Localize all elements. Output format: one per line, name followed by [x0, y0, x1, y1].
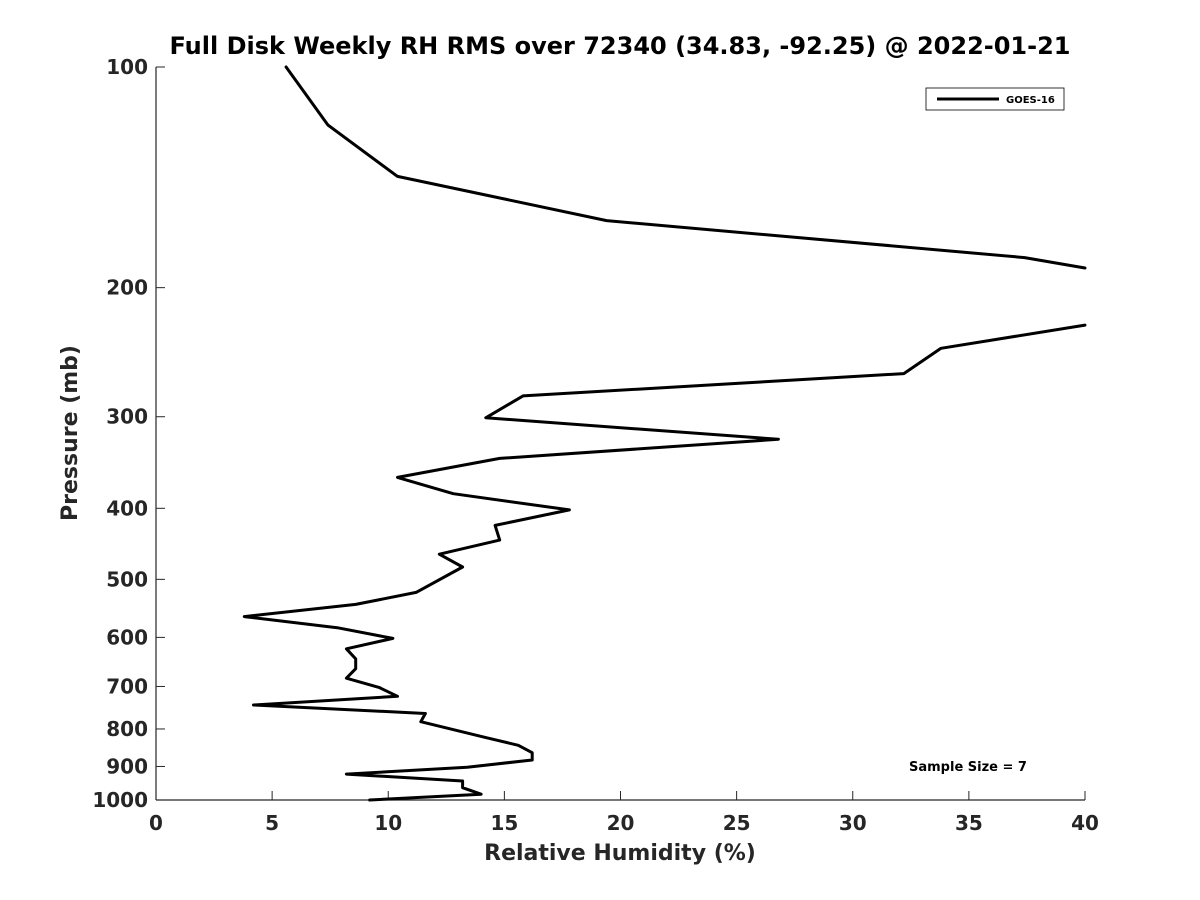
- y-tick-label: 400: [106, 496, 148, 520]
- sample-size-annotation: Sample Size = 7: [909, 760, 1027, 775]
- plot-area: 0 5 10 15 20 25 30 35 40 100 200 300 400 500 600 700 80…: [92, 55, 1099, 835]
- legend: GOES-16: [925, 87, 1065, 111]
- y-tick-label: 1000: [92, 788, 148, 812]
- chart-title: Full Disk Weekly RH RMS over 72340 (34.8…: [169, 32, 1070, 60]
- axes-box: [156, 67, 1085, 800]
- series-line-goes-16-segment-2: [242, 323, 1087, 802]
- y-ticks: 100 200 300 400 500 600 700 800 900 1000: [92, 55, 165, 812]
- y-tick-label: 700: [106, 674, 148, 698]
- y-tick-label: 200: [106, 276, 148, 300]
- legend-label-goes-16: GOES-16: [1006, 95, 1055, 106]
- x-tick-label: 10: [374, 811, 402, 835]
- x-tick-label: 5: [265, 811, 279, 835]
- x-axis-title: Relative Humidity (%): [484, 841, 756, 866]
- y-tick-label: 900: [106, 754, 148, 778]
- x-tick-label: 25: [723, 811, 751, 835]
- x-tick-label: 30: [839, 811, 867, 835]
- y-tick-label: 600: [106, 625, 148, 649]
- y-axis-title: Pressure (mb): [58, 345, 83, 521]
- y-tick-label: 300: [106, 405, 148, 429]
- x-tick-label: 0: [149, 811, 163, 835]
- series-group: [242, 65, 1087, 802]
- x-tick-label: 40: [1071, 811, 1099, 835]
- y-tick-label: 800: [106, 717, 148, 741]
- x-tick-label: 20: [607, 811, 635, 835]
- x-tick-label: 35: [955, 811, 983, 835]
- y-tick-label: 500: [106, 567, 148, 591]
- x-ticks: 0 5 10 15 20 25 30 35 40: [149, 791, 1099, 835]
- x-tick-label: 15: [490, 811, 518, 835]
- series-line-goes-16-segment-1: [284, 65, 1087, 270]
- y-tick-label: 100: [106, 55, 148, 79]
